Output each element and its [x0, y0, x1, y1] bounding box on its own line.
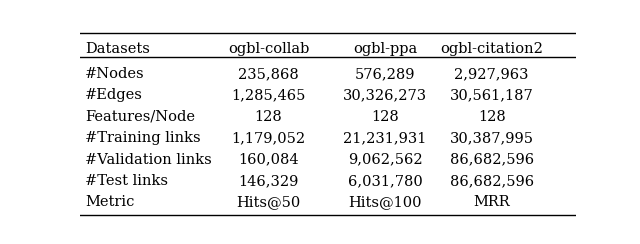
Text: ogbl-ppa: ogbl-ppa [353, 42, 417, 56]
Text: #Training links: #Training links [85, 131, 200, 145]
Text: ogbl-collab: ogbl-collab [228, 42, 309, 56]
Text: 21,231,931: 21,231,931 [343, 131, 427, 145]
Text: Hits@100: Hits@100 [348, 195, 422, 209]
Text: Features/Node: Features/Node [85, 110, 195, 124]
Text: 146,329: 146,329 [238, 174, 299, 188]
Text: ogbl-citation2: ogbl-citation2 [440, 42, 543, 56]
Text: 1,179,052: 1,179,052 [232, 131, 305, 145]
Text: 235,868: 235,868 [238, 67, 299, 81]
Text: 576,289: 576,289 [355, 67, 415, 81]
Text: Hits@50: Hits@50 [236, 195, 301, 209]
Text: #Nodes: #Nodes [85, 67, 145, 81]
Text: 160,084: 160,084 [238, 152, 299, 166]
Text: 6,031,780: 6,031,780 [348, 174, 422, 188]
Text: 128: 128 [255, 110, 282, 124]
Text: Datasets: Datasets [85, 42, 150, 56]
Text: 30,326,273: 30,326,273 [343, 88, 427, 102]
Text: 9,062,562: 9,062,562 [348, 152, 422, 166]
Text: 128: 128 [478, 110, 506, 124]
Text: #Edges: #Edges [85, 88, 143, 102]
Text: 86,682,596: 86,682,596 [450, 174, 534, 188]
Text: 30,561,187: 30,561,187 [450, 88, 534, 102]
Text: #Validation links: #Validation links [85, 152, 212, 166]
Text: 1,285,465: 1,285,465 [231, 88, 306, 102]
Text: 30,387,995: 30,387,995 [450, 131, 534, 145]
Text: 86,682,596: 86,682,596 [450, 152, 534, 166]
Text: 128: 128 [371, 110, 399, 124]
Text: Metric: Metric [85, 195, 134, 209]
Text: MRR: MRR [474, 195, 510, 209]
Text: #Test links: #Test links [85, 174, 168, 188]
Text: 2,927,963: 2,927,963 [454, 67, 529, 81]
